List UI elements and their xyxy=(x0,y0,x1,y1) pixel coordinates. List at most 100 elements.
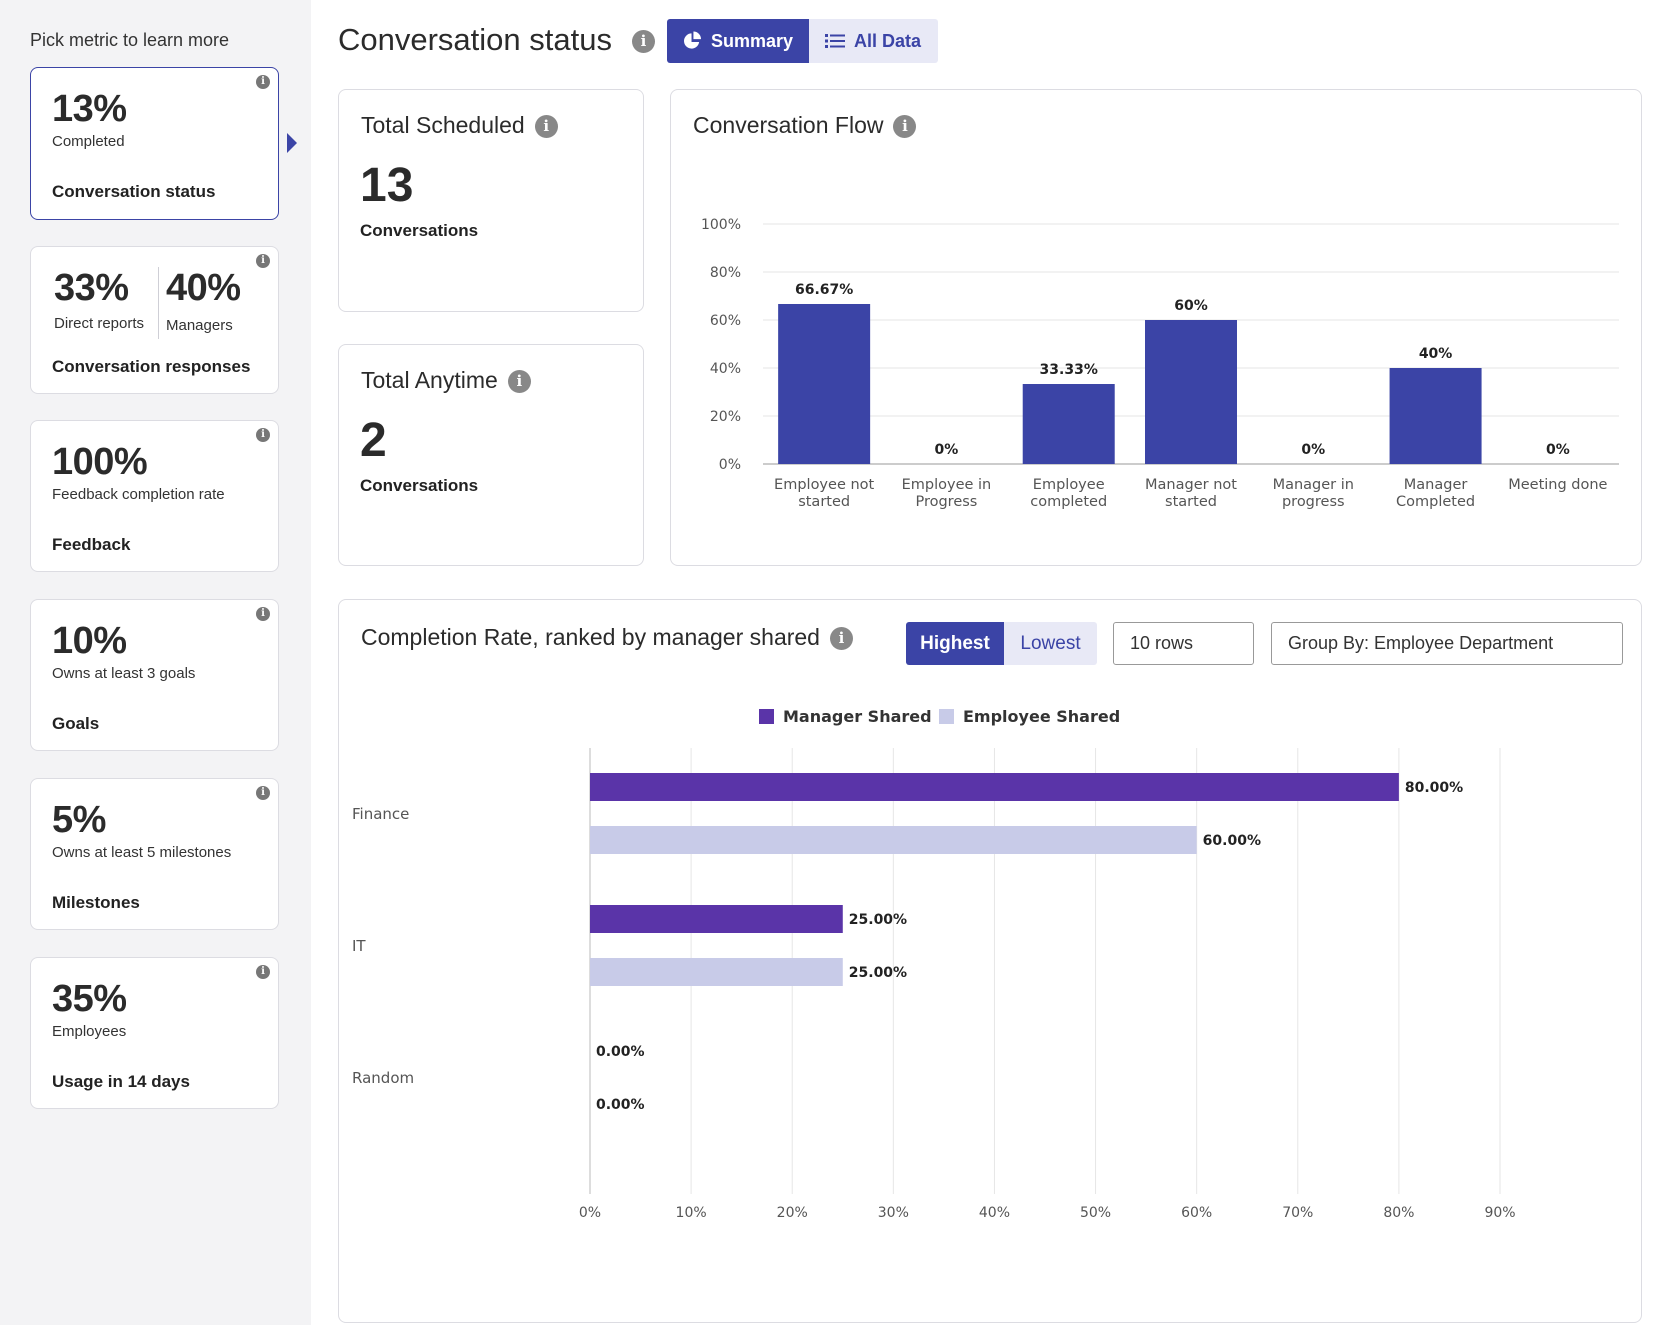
rows-select[interactable]: 10 rows xyxy=(1113,622,1254,665)
card-title-text: Completion Rate, ranked by manager share… xyxy=(361,624,820,650)
x-tick-label: 10% xyxy=(676,1205,707,1221)
flow-bar xyxy=(1145,320,1237,464)
x-tick-label: 20% xyxy=(777,1205,808,1221)
list-icon xyxy=(825,34,845,48)
card-title: Total Scheduled i xyxy=(361,112,558,139)
metric-card-conversation-status[interactable]: i 13% Completed Conversation status xyxy=(30,67,279,220)
info-icon[interactable]: i xyxy=(256,607,270,621)
page-title: Conversation status xyxy=(338,22,612,57)
all-data-label: All Data xyxy=(854,30,922,51)
y-tick-label: 20% xyxy=(710,409,741,425)
metric-card-feedback[interactable]: i 100% Feedback completion rate Feedback xyxy=(30,420,279,572)
metric-card-goals[interactable]: i 10% Owns at least 3 goals Goals xyxy=(30,599,279,751)
data-label: 0.00% xyxy=(596,1097,645,1113)
x-tick-label: 40% xyxy=(979,1205,1010,1221)
active-indicator-arrow xyxy=(287,133,297,153)
manager-shared-bar xyxy=(590,773,1399,801)
highest-button[interactable]: Highest xyxy=(906,622,1004,665)
info-icon[interactable]: i xyxy=(829,627,853,651)
x-tick-label: progress xyxy=(1282,494,1345,510)
metric-sidebar: Pick metric to learn more i 13% Complete… xyxy=(0,0,311,1325)
legend-swatch xyxy=(759,709,774,724)
summary-button[interactable]: Summary xyxy=(667,19,809,63)
x-tick-label: Completed xyxy=(1396,494,1475,510)
metric-name: Usage in 14 days xyxy=(52,1072,190,1091)
data-label: 0% xyxy=(1546,442,1570,458)
metric-card-conversation-responses[interactable]: i 33% Direct reports 40% Managers Conver… xyxy=(30,246,279,394)
data-label: 33.33% xyxy=(1040,362,1098,378)
card-title: Conversation Flow i xyxy=(693,112,917,139)
legend-label: Employee Shared xyxy=(963,707,1120,726)
card-title-text: Total Scheduled xyxy=(361,112,525,138)
y-tick-label: 40% xyxy=(710,361,741,377)
flow-bar xyxy=(1389,368,1482,464)
y-tick-label: Random xyxy=(352,1069,414,1087)
pie-chart-icon xyxy=(684,31,702,49)
metric-value: 35% xyxy=(52,978,127,1020)
legend-swatch xyxy=(939,709,954,724)
divider xyxy=(158,267,159,339)
total-anytime-unit: Conversations xyxy=(360,476,479,495)
data-label: 0% xyxy=(1301,442,1325,458)
x-tick-label: Manager in xyxy=(1273,477,1354,493)
metric-name: Conversation responses xyxy=(52,357,251,376)
metric-value: 13% xyxy=(52,88,127,130)
x-tick-label: 70% xyxy=(1282,1205,1313,1221)
x-tick-label: 30% xyxy=(878,1205,909,1221)
y-tick-label: 0% xyxy=(719,457,741,473)
employee-shared-bar xyxy=(590,958,843,986)
all-data-button[interactable]: All Data xyxy=(809,19,938,63)
total-anytime-value: 2 xyxy=(360,414,387,467)
metric-subtitle: Feedback completion rate xyxy=(52,486,225,503)
card-title: Completion Rate, ranked by manager share… xyxy=(361,624,853,651)
metric-card-usage[interactable]: i 35% Employees Usage in 14 days xyxy=(30,957,279,1109)
info-icon[interactable]: i xyxy=(256,786,270,800)
group-by-select[interactable]: Group By: Employee Department xyxy=(1271,622,1623,665)
data-label: 66.67% xyxy=(795,282,853,298)
x-tick-label: Manager not xyxy=(1145,477,1237,493)
x-tick-label: Progress xyxy=(915,494,977,510)
x-tick-label: 60% xyxy=(1181,1205,1212,1221)
rank-toggle: Highest Lowest xyxy=(906,622,1097,665)
info-icon[interactable]: i xyxy=(632,30,655,53)
metric-subtitle: Owns at least 3 goals xyxy=(52,665,196,682)
card-title: Total Anytime i xyxy=(361,367,531,394)
info-icon[interactable]: i xyxy=(893,115,917,139)
card-title-text: Total Anytime xyxy=(361,367,498,393)
metric-name: Goals xyxy=(52,714,100,733)
completion-rate-card: Completion Rate, ranked by manager share… xyxy=(338,599,1642,1323)
data-label: 40% xyxy=(1419,346,1453,362)
info-icon[interactable]: i xyxy=(256,965,270,979)
metric-name: Feedback xyxy=(52,535,131,554)
metric-subtitle: Employees xyxy=(52,1023,127,1040)
lowest-button[interactable]: Lowest xyxy=(1004,622,1097,665)
data-label: 60% xyxy=(1174,298,1208,314)
metric-subtitle-direct-reports: Direct reports xyxy=(54,315,145,332)
data-label: 80.00% xyxy=(1405,780,1463,796)
info-icon[interactable]: i xyxy=(534,115,558,139)
info-icon[interactable]: i xyxy=(256,254,270,268)
metric-value: 10% xyxy=(52,620,127,662)
flow-bar xyxy=(1022,384,1115,464)
metric-subtitle: Completed xyxy=(52,133,125,150)
metric-value: 100% xyxy=(52,441,148,483)
conversation-flow-chart: 0%20%40%60%80%100%66.67%Employee notstar… xyxy=(701,217,1619,510)
info-icon[interactable]: i xyxy=(256,428,270,442)
y-tick-label: 60% xyxy=(710,313,741,329)
info-icon[interactable]: i xyxy=(507,370,531,394)
x-tick-label: Employee in xyxy=(902,477,992,493)
metric-value-direct-reports: 33% xyxy=(54,267,129,309)
view-toggle: Summary All Data xyxy=(667,19,938,63)
x-tick-label: Meeting done xyxy=(1508,477,1607,493)
employee-shared-bar xyxy=(590,826,1197,854)
metric-value-managers: 40% xyxy=(166,267,241,309)
x-tick-label: started xyxy=(798,494,850,510)
conversation-flow-card: Conversation Flow i 0% 20% 40% 60% 80% 100% 66.… xyxy=(670,89,1642,566)
y-tick-label: 80% xyxy=(710,265,741,281)
metric-card-milestones[interactable]: i 5% Owns at least 5 milestones Mileston… xyxy=(30,778,279,930)
data-label: 25.00% xyxy=(849,912,907,928)
total-scheduled-card: Total Scheduled i 13 Conversations xyxy=(338,89,644,312)
sidebar-title: Pick metric to learn more xyxy=(30,30,230,50)
x-tick-label: 80% xyxy=(1383,1205,1414,1221)
info-icon[interactable]: i xyxy=(256,75,270,89)
